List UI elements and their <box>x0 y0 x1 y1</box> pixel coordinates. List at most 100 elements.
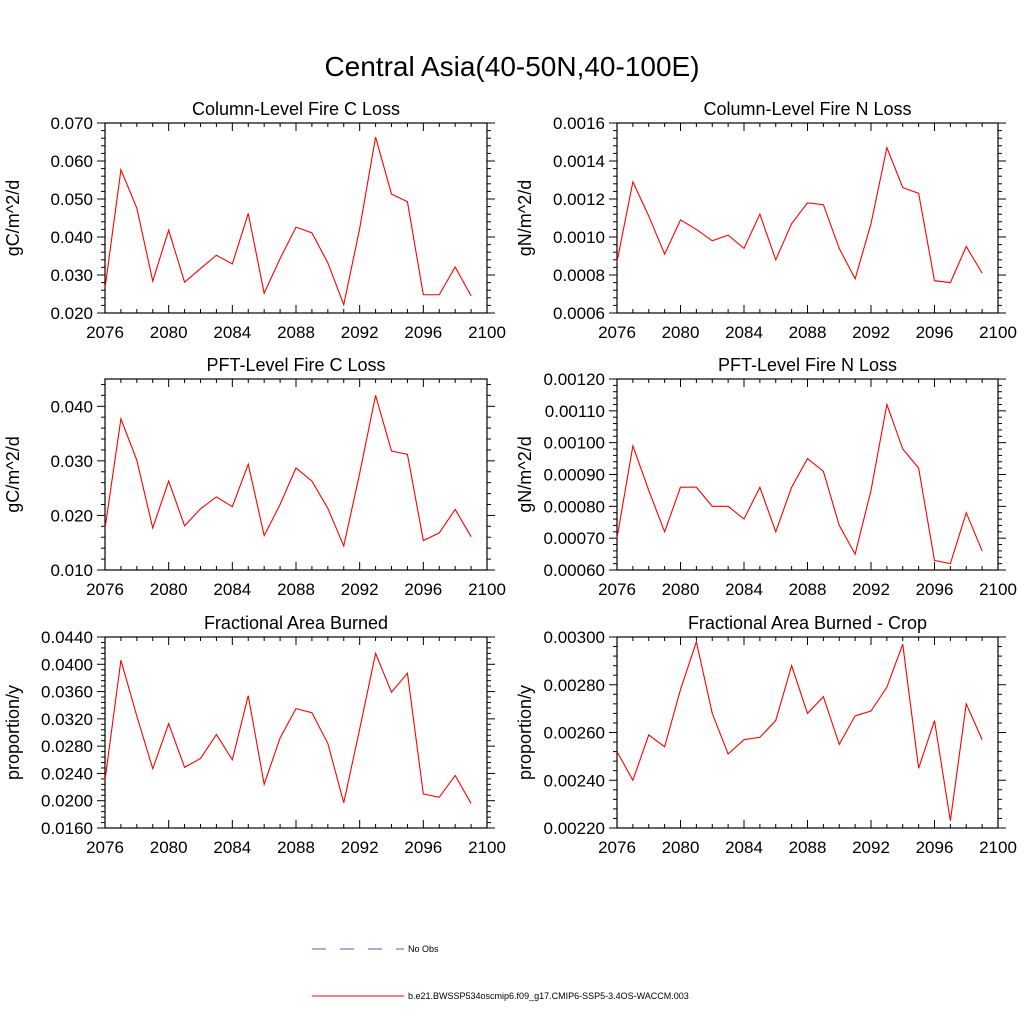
panel-title: Fractional Area Burned - Crop <box>688 613 927 633</box>
y-tick-label: 0.0360 <box>41 683 93 702</box>
plot-frame <box>616 636 999 829</box>
plot-frame <box>104 122 488 314</box>
y-tick-label: 0.0010 <box>553 228 605 247</box>
y-tick-label: 0.0006 <box>553 304 605 323</box>
y-tick-label: 0.0400 <box>41 655 93 674</box>
y-tick-label: 0.040 <box>50 397 93 416</box>
legend: No Obs b.e21.BWSSP534oscmip6.f09_g17.CMI… <box>312 944 689 1001</box>
x-tick-label: 2100 <box>468 580 506 599</box>
x-tick-label: 2092 <box>852 323 890 342</box>
series-line <box>616 639 983 821</box>
y-tick-label: 0.00080 <box>544 497 605 516</box>
panel-title: PFT-Level Fire N Loss <box>718 355 897 375</box>
x-tick-label: 2092 <box>341 838 379 857</box>
y-axis-label: gN/m^2/d <box>515 436 535 512</box>
x-tick-label: 2076 <box>86 580 124 599</box>
y-tick-label: 0.00120 <box>544 370 605 389</box>
x-tick-label: 2092 <box>341 580 379 599</box>
x-tick-label: 2092 <box>852 838 890 857</box>
panel-6: Fractional Area Burned - Crop proportion/… <box>515 613 1017 857</box>
y-axis-label: proportion/y <box>515 685 535 780</box>
x-tick-label: 2076 <box>86 838 124 857</box>
x-tick-label: 2088 <box>277 838 315 857</box>
y-tick-label: 0.00240 <box>544 771 605 790</box>
y-tick-label: 0.0008 <box>553 266 605 285</box>
y-tick-label: 0.00090 <box>544 466 605 485</box>
y-tick-label: 0.00110 <box>545 402 605 421</box>
y-tick-label: 0.00100 <box>544 434 605 453</box>
panel-4: PFT-Level Fire N Loss gN/m^2/d 2076 2080 208… <box>515 355 1017 599</box>
y-tick-label: 0.00070 <box>544 529 605 548</box>
x-tick-label: 2096 <box>916 323 954 342</box>
plot-frame <box>104 378 488 571</box>
y-axis-label: gN/m^2/d <box>515 180 535 256</box>
y-tick-label: 0.040 <box>50 228 93 247</box>
x-tick-label: 2092 <box>852 580 890 599</box>
x-tick-label: 2088 <box>277 580 315 599</box>
y-tick-label: 0.070 <box>50 114 93 133</box>
y-axis-label: proportion/y <box>3 685 23 780</box>
x-tick-label: 2080 <box>662 838 700 857</box>
panel-2: Column-Level Fire N Loss gN/m^2/d 2076 2080… <box>515 99 1017 342</box>
x-tick-label: 2096 <box>404 580 442 599</box>
x-tick-label: 2076 <box>598 838 636 857</box>
x-tick-label: 2076 <box>598 323 636 342</box>
x-tick-label: 2080 <box>662 323 700 342</box>
x-tick-label: 2096 <box>916 580 954 599</box>
x-tick-label: 2088 <box>277 323 315 342</box>
y-tick-label: 0.00260 <box>544 724 605 743</box>
x-tick-label: 2088 <box>789 580 827 599</box>
y-tick-label: 0.00280 <box>544 676 605 695</box>
x-tick-label: 2088 <box>789 838 827 857</box>
panel-5: Fractional Area Burned proportion/y 2076 20… <box>3 613 506 857</box>
x-tick-label: 2100 <box>979 580 1017 599</box>
x-tick-label: 2084 <box>725 838 763 857</box>
x-tick-label: 2100 <box>979 323 1017 342</box>
x-tick-label: 2088 <box>789 323 827 342</box>
x-tick-label: 2096 <box>404 838 442 857</box>
panel-3: PFT-Level Fire C Loss gC/m^2/d 2076 2080 208… <box>3 355 506 599</box>
plot-frame <box>616 378 999 571</box>
y-axis-label: gC/m^2/d <box>3 436 23 512</box>
y-tick-label: 0.00220 <box>544 819 605 838</box>
series-line <box>616 402 983 565</box>
y-tick-label: 0.060 <box>50 152 93 171</box>
y-tick-label: 0.0280 <box>41 737 93 756</box>
series-line <box>616 145 983 284</box>
panel-title: PFT-Level Fire C Loss <box>206 355 385 375</box>
y-tick-label: 0.030 <box>50 452 93 471</box>
x-tick-label: 2076 <box>86 323 124 342</box>
plot-frame <box>104 636 488 829</box>
series-line <box>104 395 472 548</box>
plot-frame <box>616 122 999 314</box>
x-tick-label: 2080 <box>150 580 188 599</box>
series-line <box>104 651 472 804</box>
x-tick-label: 2084 <box>213 323 251 342</box>
y-tick-label: 0.0240 <box>41 764 93 783</box>
y-tick-label: 0.020 <box>50 506 93 525</box>
panels-group: Column-Level Fire C Loss gC/m^2/d 2076 2080… <box>3 99 1017 857</box>
y-tick-label: 0.0012 <box>553 190 605 209</box>
y-tick-label: 0.0014 <box>553 152 605 171</box>
panel-title: Fractional Area Burned <box>204 613 388 633</box>
x-tick-label: 2084 <box>725 323 763 342</box>
y-axis-label: gC/m^2/d <box>3 180 23 256</box>
panel-1: Column-Level Fire C Loss gC/m^2/d 2076 2080… <box>3 99 506 342</box>
x-tick-label: 2084 <box>725 580 763 599</box>
y-tick-label: 0.00060 <box>544 561 605 580</box>
x-tick-label: 2096 <box>404 323 442 342</box>
legend-model-label: b.e21.BWSSP534oscmip6.f09_g17.CMIP6-SSP5… <box>408 991 689 1001</box>
panel-title: Column-Level Fire N Loss <box>703 99 911 119</box>
y-tick-label: 0.030 <box>50 266 93 285</box>
x-tick-label: 2100 <box>468 838 506 857</box>
y-tick-label: 0.0320 <box>41 710 93 729</box>
x-tick-label: 2100 <box>468 323 506 342</box>
x-tick-label: 2080 <box>662 580 700 599</box>
y-tick-label: 0.010 <box>50 561 93 580</box>
x-tick-label: 2080 <box>150 323 188 342</box>
y-tick-label: 0.0200 <box>41 792 93 811</box>
x-tick-label: 2080 <box>150 838 188 857</box>
y-tick-label: 0.020 <box>50 304 93 323</box>
x-tick-label: 2084 <box>213 580 251 599</box>
